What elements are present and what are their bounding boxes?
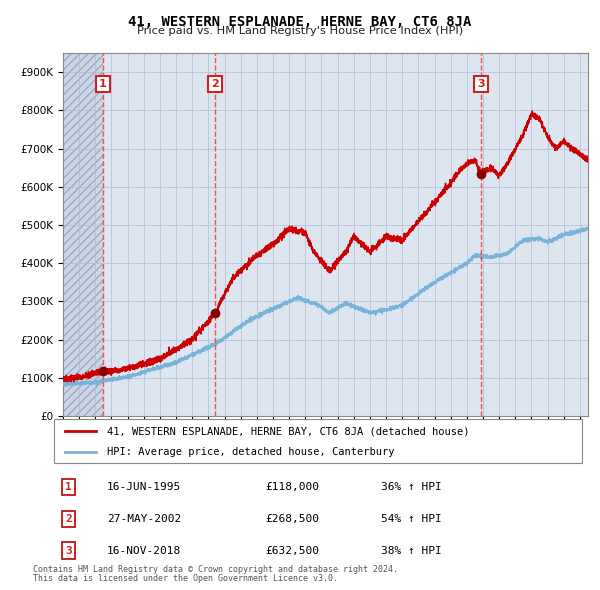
Text: £632,500: £632,500 xyxy=(265,546,319,556)
Text: 2: 2 xyxy=(211,78,219,88)
Text: 38% ↑ HPI: 38% ↑ HPI xyxy=(382,546,442,556)
Text: 3: 3 xyxy=(477,78,485,88)
Text: 41, WESTERN ESPLANADE, HERNE BAY, CT6 8JA (detached house): 41, WESTERN ESPLANADE, HERNE BAY, CT6 8J… xyxy=(107,427,469,436)
Text: 1: 1 xyxy=(99,78,107,88)
Text: 1: 1 xyxy=(65,482,72,492)
Text: 3: 3 xyxy=(65,546,72,556)
Text: 54% ↑ HPI: 54% ↑ HPI xyxy=(382,514,442,524)
Text: This data is licensed under the Open Government Licence v3.0.: This data is licensed under the Open Gov… xyxy=(33,573,338,582)
Text: 41, WESTERN ESPLANADE, HERNE BAY, CT6 8JA: 41, WESTERN ESPLANADE, HERNE BAY, CT6 8J… xyxy=(128,15,472,29)
Bar xyxy=(63,53,103,416)
Text: HPI: Average price, detached house, Canterbury: HPI: Average price, detached house, Cant… xyxy=(107,447,394,457)
Text: £268,500: £268,500 xyxy=(265,514,319,524)
Text: 2: 2 xyxy=(65,514,72,524)
FancyBboxPatch shape xyxy=(54,419,582,463)
Text: 27-MAY-2002: 27-MAY-2002 xyxy=(107,514,181,524)
Text: Contains HM Land Registry data © Crown copyright and database right 2024.: Contains HM Land Registry data © Crown c… xyxy=(33,565,398,574)
Text: £118,000: £118,000 xyxy=(265,482,319,492)
Text: 36% ↑ HPI: 36% ↑ HPI xyxy=(382,482,442,492)
Text: Price paid vs. HM Land Registry's House Price Index (HPI): Price paid vs. HM Land Registry's House … xyxy=(137,26,463,36)
Text: 16-JUN-1995: 16-JUN-1995 xyxy=(107,482,181,492)
Text: 16-NOV-2018: 16-NOV-2018 xyxy=(107,546,181,556)
